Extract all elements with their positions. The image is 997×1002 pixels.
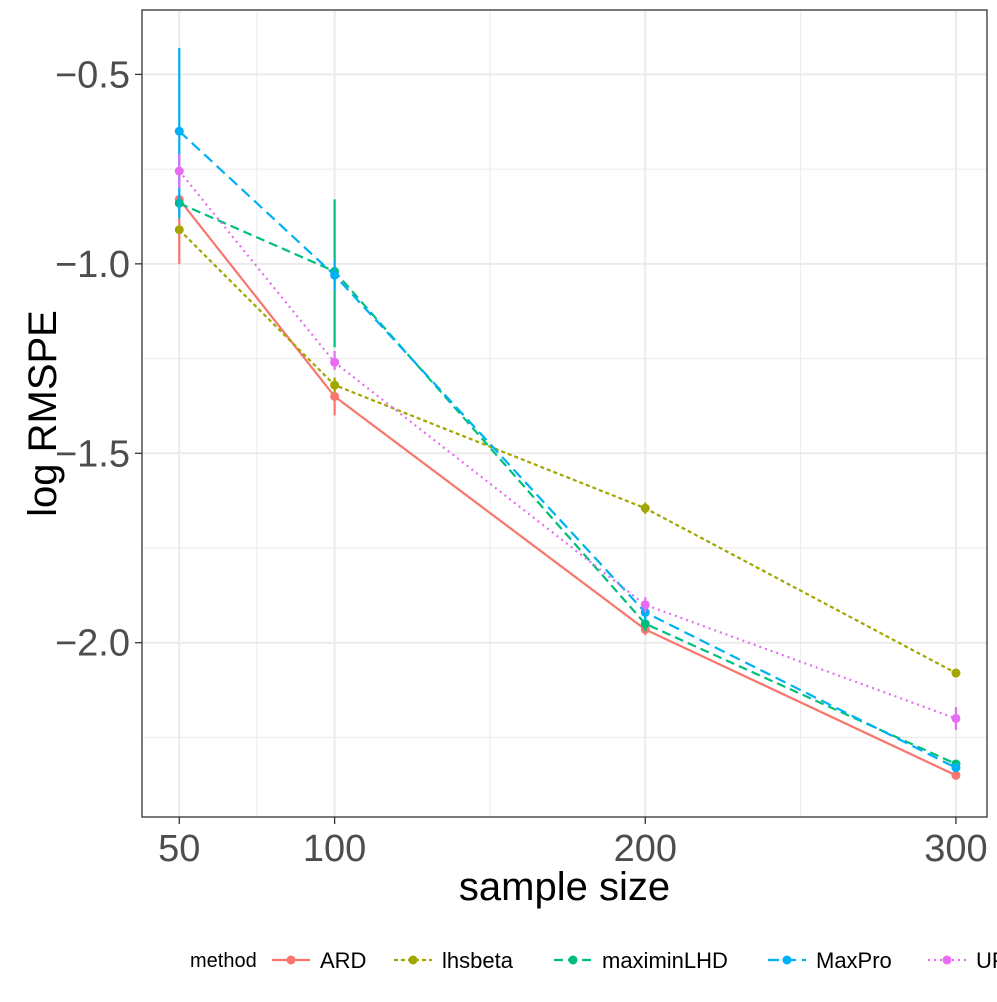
series-MaxPro <box>174 47 961 773</box>
x-axis-title: sample size <box>459 865 670 909</box>
data-point <box>330 357 340 367</box>
legend-label: ARD <box>320 948 366 973</box>
series-line <box>178 198 957 777</box>
panel-border <box>141 9 988 818</box>
data-point <box>330 270 340 280</box>
legend-item-lhsbeta: lhsbeta <box>394 948 514 973</box>
legend-key-point <box>568 955 578 965</box>
data-point <box>640 619 650 629</box>
x-tick-label: 100 <box>303 828 366 870</box>
data-point <box>951 763 961 773</box>
legend-key-point <box>408 955 418 965</box>
y-axis-title: log RMSPE <box>21 310 65 517</box>
legend-label: maximinLHD <box>602 948 728 973</box>
y-tick-label: −1.0 <box>55 244 130 286</box>
data-point <box>640 600 650 610</box>
data-point <box>174 166 184 176</box>
legend-label: UPD <box>976 948 997 973</box>
data-point <box>640 503 650 513</box>
data-point <box>330 380 340 390</box>
legend-key-point <box>286 955 296 965</box>
y-tick-label: −2.0 <box>55 623 130 665</box>
data-point <box>174 225 184 235</box>
legend-item-ARD: ARD <box>272 948 366 973</box>
data-point <box>951 713 961 723</box>
series-layer <box>174 47 961 780</box>
data-point <box>951 770 961 780</box>
legend-key-point <box>942 955 952 965</box>
data-point <box>951 668 961 678</box>
series-lhsbeta <box>174 225 961 678</box>
legend: method ARD lhsbeta maximinLHD MaxPro UPD <box>190 948 997 973</box>
series-line <box>178 130 957 769</box>
legend-item-maximinLHD: maximinLHD <box>554 948 728 973</box>
x-tick-label: 200 <box>614 828 677 870</box>
axis-layer: −2.0 −1.5 −1.0 −0.5 50 100 200 300 <box>55 54 988 870</box>
data-point <box>330 391 340 401</box>
legend-item-UPD: UPD <box>928 948 997 973</box>
data-point <box>174 126 184 136</box>
y-tick-label: −0.5 <box>55 54 130 96</box>
legend-item-MaxPro: MaxPro <box>768 948 892 973</box>
y-tick-label: −1.5 <box>55 433 130 475</box>
legend-title: method <box>190 950 257 972</box>
series-line <box>178 202 957 765</box>
series-UPD <box>174 153 961 730</box>
series-line <box>178 228 957 674</box>
legend-key-point <box>782 955 792 965</box>
series-line <box>178 170 957 720</box>
x-tick-label: 300 <box>924 828 987 870</box>
legend-label: MaxPro <box>816 948 892 973</box>
x-tick-label: 50 <box>158 828 200 870</box>
legend-label: lhsbeta <box>442 948 514 973</box>
